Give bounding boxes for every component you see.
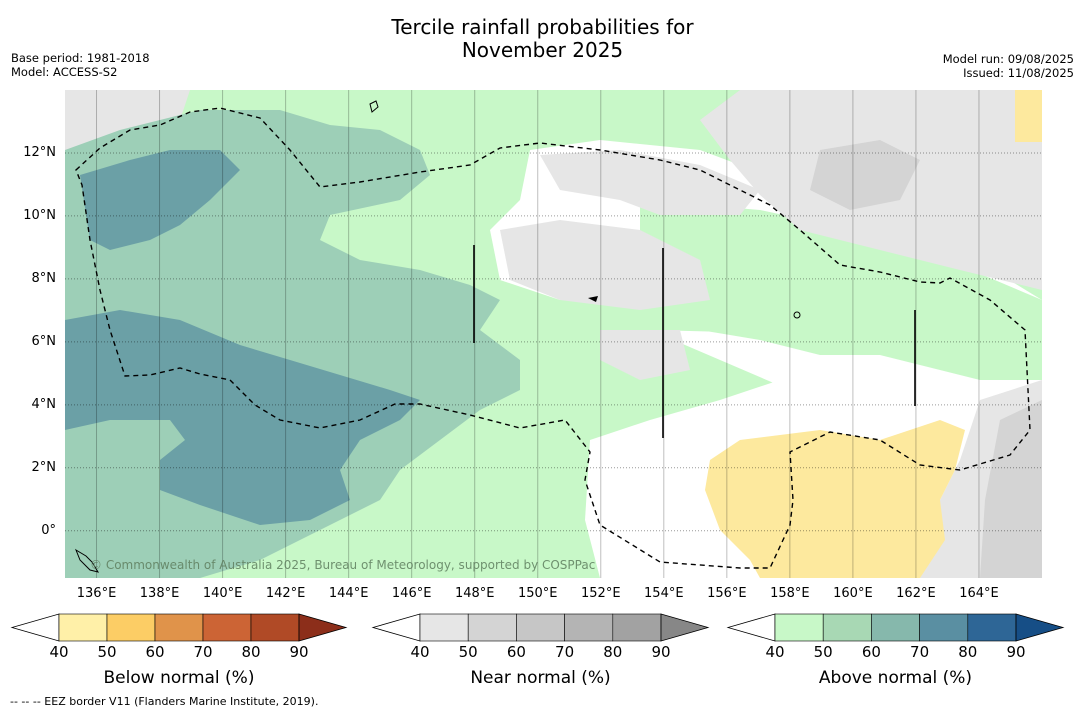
colorbar-tick-label: 40 bbox=[765, 643, 785, 661]
colorbar-tick-label: 40 bbox=[49, 643, 69, 661]
x-tick-label: 144°E bbox=[328, 586, 369, 601]
x-tick-label: 154°E bbox=[644, 586, 684, 601]
colorbar-tick-label: 40 bbox=[410, 643, 430, 661]
colorbar-min-extend bbox=[371, 613, 421, 642]
above-40-band bbox=[640, 200, 1042, 380]
near-50-patch bbox=[810, 140, 920, 210]
issued-date: Issued: 11/08/2025 bbox=[963, 66, 1074, 80]
above-60-south bbox=[65, 310, 420, 525]
x-tick-label: 152°E bbox=[581, 586, 621, 601]
colorbar-segment bbox=[467, 613, 517, 642]
colorbar-segment bbox=[154, 613, 204, 642]
x-tick-label: 148°E bbox=[454, 586, 495, 601]
colorbar-min-extend bbox=[726, 613, 776, 642]
colorbar-tick-label: 50 bbox=[458, 643, 478, 661]
x-tick-label: 138°E bbox=[139, 586, 180, 601]
copyright-notice: © Commonwealth of Australia 2025, Bureau… bbox=[90, 558, 596, 572]
y-tick-label: 2°N bbox=[31, 459, 57, 475]
x-tick-label: 142°E bbox=[265, 586, 306, 601]
model-name: Model: ACCESS-S2 bbox=[11, 65, 118, 79]
y-tick-label: 4°N bbox=[31, 396, 57, 412]
colorbar-title: Near normal (%) bbox=[470, 668, 611, 688]
colorbar-segment bbox=[202, 613, 252, 642]
island bbox=[369, 100, 379, 113]
y-tick-label: 0° bbox=[41, 522, 56, 538]
colorbar-tick-label: 90 bbox=[651, 643, 671, 661]
x-tick-label: 160°E bbox=[833, 586, 873, 601]
title-line-1: Tercile rainfall probabilities for bbox=[391, 15, 694, 39]
colorbar-tick-label: 60 bbox=[506, 643, 526, 661]
colorbar-tick-label: 80 bbox=[603, 643, 623, 661]
y-tick-label: 10°N bbox=[23, 207, 56, 223]
colorbar-max-extend bbox=[660, 613, 710, 642]
x-tick-label: 140°E bbox=[202, 586, 243, 601]
colorbar-segment bbox=[106, 613, 156, 642]
colorbar-segment bbox=[419, 613, 469, 642]
colorbar-segment bbox=[822, 613, 872, 642]
colorbar-segment bbox=[516, 613, 565, 642]
colorbar-tick-label: 50 bbox=[97, 643, 117, 661]
colorbar-segment bbox=[967, 613, 1017, 642]
colorbar-tick-label: 60 bbox=[861, 643, 881, 661]
colorbar-segment bbox=[58, 613, 108, 642]
near-40-central bbox=[500, 220, 710, 310]
x-tick-label: 146°E bbox=[391, 586, 432, 601]
colorbar-segment bbox=[612, 613, 662, 642]
colorbar-segment bbox=[871, 613, 920, 642]
colorbar-tick-label: 90 bbox=[1006, 643, 1026, 661]
below-40-south bbox=[705, 420, 965, 578]
above-60-north bbox=[80, 150, 240, 250]
colorbar-tick-label: 70 bbox=[910, 643, 930, 661]
colorbar-max-extend bbox=[1015, 613, 1065, 642]
y-tick-label: 6°N bbox=[31, 333, 57, 349]
colorbar-tick-label: 60 bbox=[145, 643, 165, 661]
x-tick-label: 162°E bbox=[896, 586, 936, 601]
base-period: Base period: 1981-2018 bbox=[11, 51, 150, 65]
colorbar-segment bbox=[774, 613, 824, 642]
island bbox=[793, 311, 801, 319]
near-40-northwest bbox=[65, 90, 190, 150]
eez-border bbox=[75, 107, 1031, 569]
meta-left: Base period: 1981-2018 Model: ACCESS-S2 bbox=[11, 51, 150, 79]
near-40-north bbox=[540, 150, 760, 215]
meta-right: Model run: 09/08/2025 Issued: 11/08/2025 bbox=[943, 52, 1074, 80]
island bbox=[588, 296, 598, 302]
colorbar-tick-label: 80 bbox=[958, 643, 978, 661]
title-line-2: November 2025 bbox=[461, 38, 624, 62]
colorbar-segment bbox=[919, 613, 969, 642]
eez-footnote: -- -- -- EEZ border V11 (Flanders Marine… bbox=[10, 695, 319, 708]
colorbar-tick-label: 70 bbox=[193, 643, 213, 661]
colorbars bbox=[10, 613, 1065, 642]
y-tick-label: 12°N bbox=[23, 144, 56, 160]
colorbar-tick-label: 90 bbox=[289, 643, 309, 661]
near-50-southeast bbox=[980, 400, 1042, 578]
model-run: Model run: 09/08/2025 bbox=[942, 52, 1074, 66]
colorbar-tick-label: 70 bbox=[555, 643, 575, 661]
x-tick-label: 164°E bbox=[959, 586, 999, 601]
y-tick-label: 8°N bbox=[31, 270, 57, 286]
colorbar-segment bbox=[250, 613, 300, 642]
x-tick-label: 158°E bbox=[770, 586, 810, 601]
colorbar-title: Below normal (%) bbox=[103, 668, 255, 688]
colorbar-max-extend bbox=[298, 613, 348, 642]
x-tick-label: 150°E bbox=[517, 586, 558, 601]
below-40-corner bbox=[1015, 90, 1042, 142]
x-tick-label: 136°E bbox=[76, 586, 117, 601]
graticule bbox=[65, 90, 1042, 578]
colorbar-tick-label: 50 bbox=[813, 643, 833, 661]
colorbar-min-extend bbox=[10, 613, 60, 642]
near-40-small bbox=[600, 330, 690, 380]
colorbar-segment bbox=[564, 613, 614, 642]
colorbar-tick-label: 80 bbox=[241, 643, 261, 661]
x-tick-label: 156°E bbox=[707, 586, 747, 601]
island bbox=[74, 548, 100, 573]
map-fill bbox=[65, 90, 1042, 578]
colorbar-title: Above normal (%) bbox=[818, 668, 973, 688]
